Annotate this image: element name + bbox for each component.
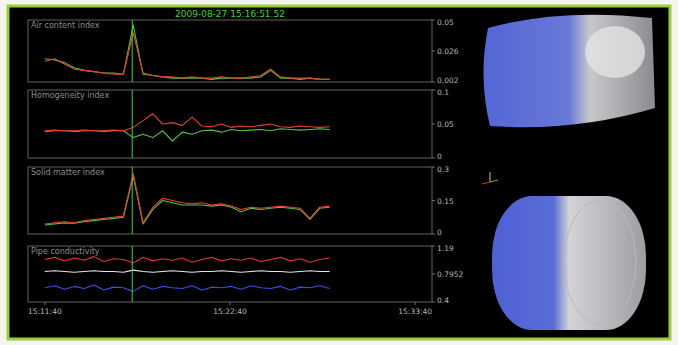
y-tick-label: 0 [437, 228, 442, 237]
series-line [45, 176, 330, 225]
chart-panel: 0.4 0.7952 1.19 15:11:40 15:22:40 15:33:40 Pip… [28, 244, 463, 316]
y-tick [432, 246, 435, 247]
data-area [45, 246, 330, 302]
page-background [0, 0, 678, 345]
plot-frame [28, 20, 432, 82]
chart-panel: 0 0.15 0.3 Solid matter index [28, 165, 454, 237]
y-tick-label: 0.3 [437, 165, 449, 174]
y-tick-label: 0.05 [437, 18, 454, 27]
tomography-highlight [585, 26, 645, 78]
chart-panel: 0 0.05 0.1 Homogeneity index [28, 88, 454, 161]
y-tick-label: 1.19 [437, 244, 454, 253]
x-tick [230, 302, 231, 305]
time-cursor [132, 246, 133, 302]
y-tick [432, 200, 435, 201]
chart-title: Pipe conductivity [31, 247, 100, 256]
tomography-view-top [483, 15, 655, 128]
y-tick [432, 90, 435, 91]
y-tick-label: 0.4 [437, 296, 449, 305]
y-tick [432, 273, 435, 274]
series-line [45, 33, 330, 80]
data-area [45, 167, 330, 234]
screen: 2009-08-27 15:16:51.52 0.002 0.026 0.05 Air … [0, 0, 678, 345]
x-tick [44, 302, 45, 305]
series-line [45, 114, 330, 131]
timestamp: 2009-08-27 15:16:51.52 [175, 9, 285, 19]
monitor-panel [8, 6, 670, 339]
chart-panel: 0.002 0.026 0.05 Air content index [28, 18, 459, 85]
plot-frame [28, 90, 432, 158]
series-line [45, 174, 330, 224]
chart-title: Air content index [31, 21, 100, 30]
y-tick [432, 51, 435, 52]
x-tick-label: 15:33:40 [398, 307, 432, 316]
x-tick [415, 302, 416, 305]
time-cursor [132, 90, 133, 158]
plot-frame [28, 167, 432, 234]
y-tick-label: 0 [437, 152, 442, 161]
time-cursor [132, 167, 133, 234]
series-line [45, 285, 330, 291]
y-tick [432, 158, 435, 159]
series-line [45, 270, 330, 272]
y-tick [432, 167, 435, 168]
x-tick-label: 15:22:40 [213, 307, 247, 316]
series-line [45, 257, 330, 263]
y-tick [432, 302, 435, 303]
tomography-ring [564, 200, 636, 324]
y-tick-label: 0.002 [437, 76, 459, 85]
data-area [45, 90, 330, 158]
y-tick [432, 234, 435, 235]
y-tick [432, 20, 435, 21]
plot-frame [28, 246, 432, 302]
y-tick-label: 0.026 [437, 47, 459, 56]
series-line [45, 25, 330, 79]
chart-title: Homogeneity index [31, 91, 109, 100]
x-tick-label: 15:11:40 [28, 307, 62, 316]
y-tick [432, 82, 435, 83]
y-tick-label: 0.7952 [437, 270, 463, 279]
tomography-view-bottom [492, 196, 646, 330]
chart-title: Solid matter index [31, 168, 105, 177]
axis-icon [482, 172, 498, 184]
data-area [45, 20, 330, 82]
y-tick-label: 0.1 [437, 88, 449, 97]
y-tick [432, 124, 435, 125]
y-tick-label: 0.05 [437, 120, 454, 129]
y-tick-label: 0.15 [437, 197, 454, 206]
time-cursor [132, 20, 133, 82]
